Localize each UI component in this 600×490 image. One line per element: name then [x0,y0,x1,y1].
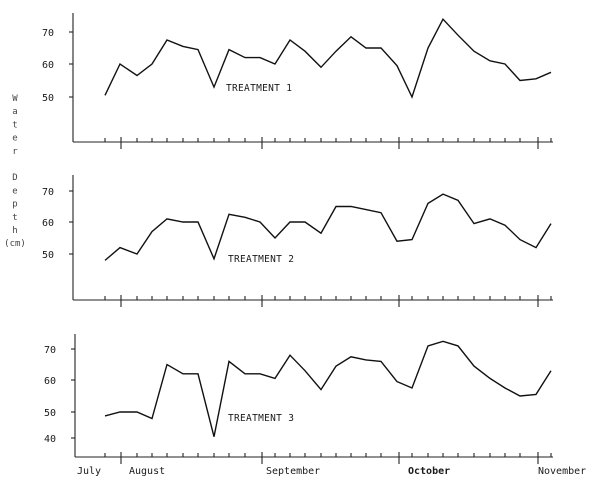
y-axis-title-char: W [12,94,18,104]
treatment-label: TREATMENT 2 [228,254,294,265]
y-axis-title-char: h [12,226,17,236]
month-label-september: September [266,466,320,477]
y-axis-title-char: r [12,147,18,157]
y-axis-title-char: e [12,186,17,196]
y-tick-label: 70 [42,187,54,198]
y-tick-label: 50 [44,408,56,419]
y-axis-title-char: (cm) [4,239,26,249]
month-label-october: October [408,466,450,477]
y-tick-label: 40 [44,434,56,445]
month-label-august: August [129,466,165,477]
treatment-label: TREATMENT 3 [228,413,294,424]
month-label-november: November [538,466,586,477]
panel-treatment-2: 50 60 70 TREATMENT 2 [42,175,553,307]
panel-treatment-3: 40 50 60 70 TREATMENT 3 [44,334,553,464]
y-tick-label: 70 [42,28,54,39]
month-label-july: July [77,466,101,477]
y-axis-title-char: t [12,120,17,130]
y-tick-label: 50 [42,250,54,261]
y-axis-title-char: e [12,134,17,144]
y-axis-title-char: p [12,200,17,210]
y-tick-label: 60 [42,218,54,229]
panel-treatment-1: 50 60 70 TREATMENT 1 [42,13,553,149]
y-axis-title-char: a [12,107,17,117]
y-tick-label: 70 [44,345,56,356]
series-line-treatment-2 [104,193,552,261]
x-axis-month-labels: July August September October November [77,466,586,477]
y-tick-label: 60 [44,376,56,387]
series-line-treatment-3 [104,340,552,437]
series-line-treatment-1 [104,18,552,99]
treatment-label: TREATMENT 1 [226,83,292,94]
y-tick-label: 60 [42,60,54,71]
y-axis-title-char: t [12,213,17,223]
y-axis-title-char: D [12,173,17,183]
y-tick-label: 50 [42,93,54,104]
